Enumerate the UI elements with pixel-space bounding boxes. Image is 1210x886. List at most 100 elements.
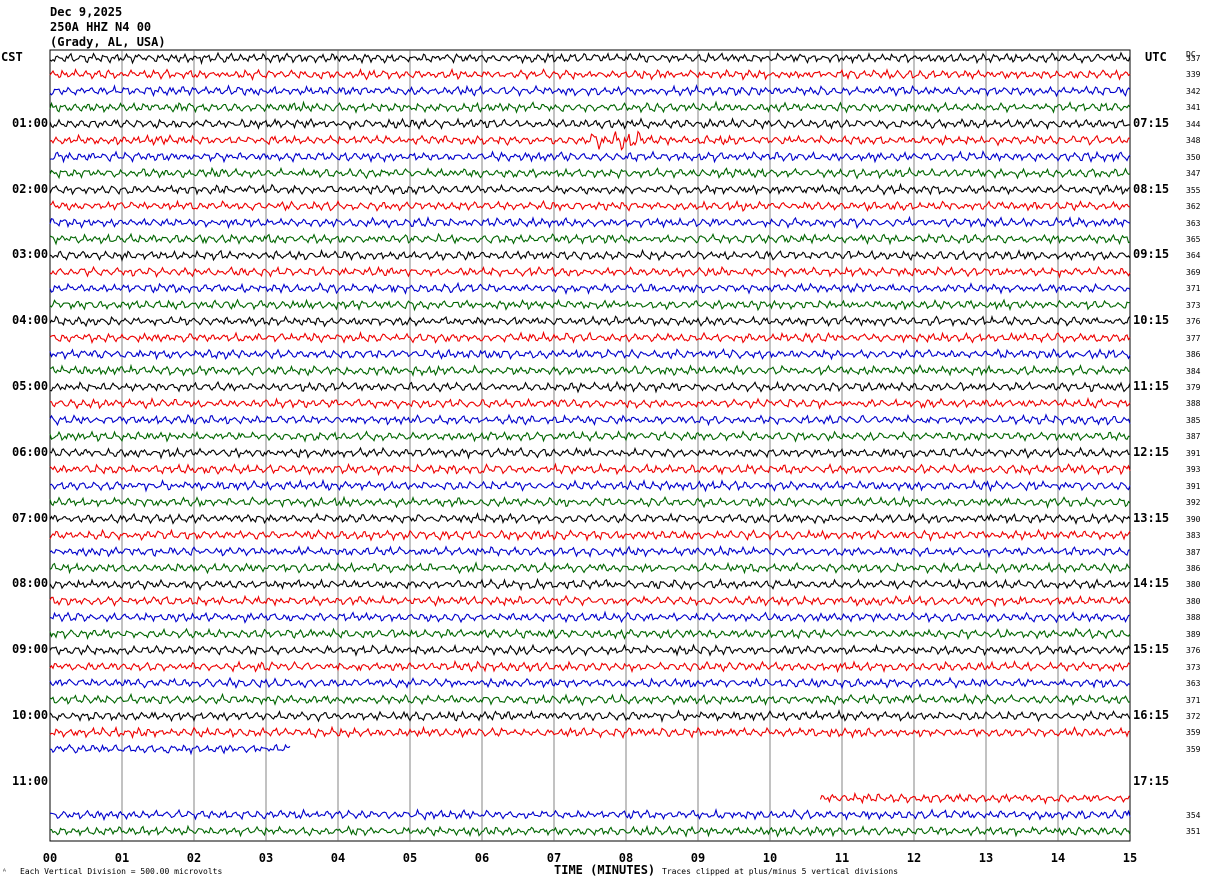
trace-line [49, 478, 1131, 493]
dc-offset-label: 386 [1186, 350, 1201, 360]
x-tick-label: 06 [474, 851, 490, 865]
dc-offset-label: 391 [1186, 481, 1201, 491]
utc-time-label: 11:15 [1133, 379, 1170, 393]
scale-note: Each Vertical Division = 500.00 microvol… [20, 867, 223, 876]
trace-line [49, 248, 1131, 262]
dc-offset-label: 350 [1186, 152, 1201, 162]
logo-glyph: ᴬ [2, 867, 7, 876]
dc-offset-label: 363 [1186, 218, 1201, 228]
trace-line [49, 166, 1131, 180]
dc-offset-label: 359 [1186, 728, 1201, 738]
utc-time-label: 16:15 [1133, 708, 1170, 722]
dc-offset-label: 387 [1186, 432, 1201, 442]
dc-offset-label: 339 [1186, 70, 1201, 80]
station-label: 250A HHZ N4 00 [50, 20, 152, 34]
dc-offset-label: 376 [1186, 317, 1201, 327]
trace-line [49, 709, 1131, 724]
trace-line [49, 561, 1131, 575]
utc-time-label: 10:15 [1133, 313, 1170, 328]
trace-line [49, 610, 1131, 624]
trace-line [49, 396, 1131, 410]
dc-header-label: DC [1186, 50, 1196, 59]
trace-line [49, 83, 1131, 98]
x-tick-label: 07 [546, 851, 562, 865]
trace-line [49, 215, 1131, 230]
utc-zone-label: UTC [1145, 50, 1167, 64]
dc-offset-label: 373 [1186, 300, 1201, 310]
trace-line [49, 67, 1131, 81]
trace-line [49, 676, 1131, 690]
cst-time-label: 06:00 [12, 444, 49, 459]
x-tick-label: 14 [1050, 851, 1066, 865]
dc-offset-label: 355 [1186, 185, 1201, 195]
dc-offset-label: 351 [1186, 827, 1201, 837]
x-tick-label: 03 [258, 851, 274, 865]
x-tick-label: 00 [42, 851, 58, 865]
dc-offset-label: 384 [1186, 366, 1201, 376]
dc-offset-label: 389 [1186, 629, 1201, 639]
trace-line [49, 265, 1131, 279]
utc-time-label: 12:15 [1133, 444, 1170, 459]
x-tick-label: 05 [402, 851, 418, 865]
trace-line [49, 232, 1131, 246]
trace-line [49, 430, 1130, 443]
dc-offset-label: 392 [1186, 498, 1201, 508]
dc-offset-label: 393 [1186, 465, 1201, 475]
utc-time-label: 14:15 [1133, 576, 1170, 591]
trace-line [50, 808, 1131, 822]
dc-offset-label: 362 [1186, 202, 1201, 212]
trace-line [49, 511, 1131, 525]
dc-offset-label: 380 [1186, 580, 1201, 590]
trace-line [49, 182, 1131, 196]
x-tick-label: 02 [186, 851, 202, 865]
dc-offset-label: 388 [1186, 399, 1201, 409]
x-tick-label: 15 [1122, 851, 1138, 865]
cst-time-label: 09:00 [12, 642, 49, 657]
trace-line [49, 363, 1131, 377]
utc-time-label: 08:15 [1133, 181, 1170, 196]
trace-line [49, 51, 1131, 66]
cst-time-label: 10:00 [12, 708, 49, 722]
trace-line [49, 462, 1131, 477]
dc-offset-label: 377 [1186, 333, 1201, 343]
dc-offset-label: 379 [1186, 383, 1201, 392]
x-tick-label: 12 [906, 851, 922, 865]
cst-time-label: 04:00 [12, 313, 49, 328]
dc-offset-label: 365 [1186, 234, 1201, 244]
dc-offset-label: 388 [1186, 613, 1201, 623]
utc-time-label: 09:15 [1133, 247, 1170, 262]
location-label: (Grady, AL, USA) [50, 35, 166, 49]
cst-time-label: 08:00 [12, 576, 49, 591]
trace-line [49, 577, 1131, 592]
dc-offset-label: 342 [1186, 86, 1201, 96]
dc-offset-label: 337 [1186, 54, 1201, 63]
dc-offset-label: 387 [1186, 547, 1201, 557]
dc-offset-label: 354 [1186, 810, 1201, 820]
trace-line [49, 495, 1131, 509]
trace-line [49, 117, 1131, 131]
trace-line [49, 413, 1131, 427]
dc-offset-label: 369 [1186, 267, 1201, 277]
clip-note: Traces clipped at plus/minus 5 vertical … [662, 867, 899, 876]
x-tick-label: 04 [330, 851, 346, 865]
trace-line [49, 348, 1131, 361]
cst-zone-label: CST [1, 50, 23, 64]
dc-offset-label: 385 [1186, 415, 1201, 425]
cst-time-label: 05:00 [12, 379, 49, 393]
dc-offset-label: 390 [1186, 514, 1201, 524]
dc-offset-label: 372 [1186, 712, 1201, 721]
utc-time-label: 07:15 [1133, 115, 1170, 130]
dc-offset-label: 364 [1186, 251, 1201, 261]
x-tick-label: 01 [114, 851, 130, 865]
trace-line [49, 725, 1131, 740]
dc-offset-label: 359 [1186, 744, 1201, 754]
dc-offset-label: 386 [1186, 563, 1201, 573]
dc-offset-label: 348 [1186, 136, 1201, 146]
trace-line [49, 380, 1131, 394]
trace-line [49, 627, 1131, 641]
date-label: Dec 9,2025 [50, 5, 123, 19]
dc-offset-label: 344 [1186, 119, 1201, 129]
utc-time-label: 13:15 [1133, 510, 1170, 525]
dc-offset-label: 376 [1186, 646, 1201, 656]
